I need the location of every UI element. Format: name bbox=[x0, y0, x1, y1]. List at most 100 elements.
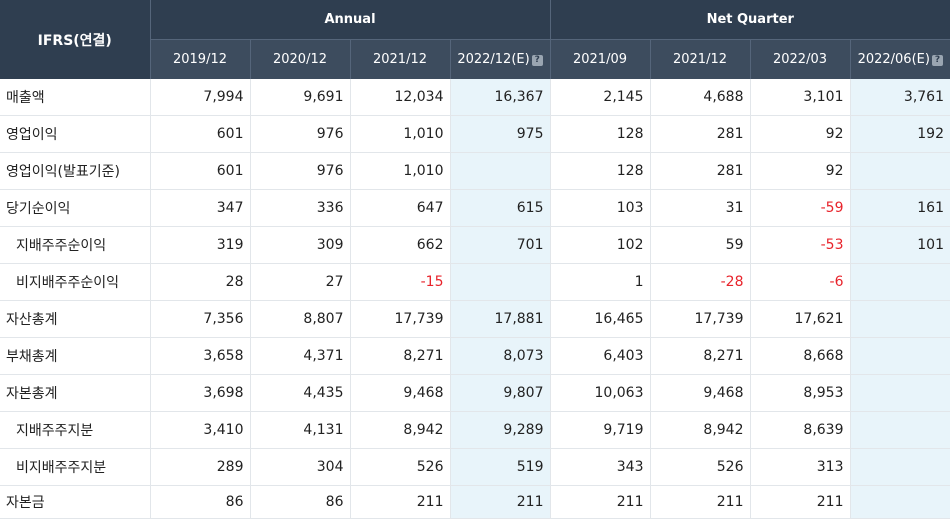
table-cell: 17,881 bbox=[449, 300, 550, 338]
period-label: 2021/12 bbox=[672, 52, 727, 67]
table-cell: 281 bbox=[649, 115, 750, 153]
table-row: 매출액 7,994 9,691 12,034 16,367 2,145 4,688 3,101… bbox=[0, 79, 950, 116]
table-cell bbox=[849, 263, 950, 301]
table-row: 비지배주주지분 289 304 526 519 343 526 313 bbox=[0, 448, 950, 486]
table-cell: 9,468 bbox=[349, 374, 450, 412]
table-cell: 662 bbox=[349, 226, 450, 264]
table-cell: 4,131 bbox=[249, 411, 350, 449]
table-cell: 128 bbox=[549, 115, 650, 153]
table-cell: 8,668 bbox=[749, 337, 850, 375]
table-cell: 9,289 bbox=[449, 411, 550, 449]
table-cell: 211 bbox=[449, 485, 550, 519]
row-label: 자산총계 bbox=[0, 300, 150, 338]
table-cell: 343 bbox=[549, 448, 650, 486]
table-cell: 17,621 bbox=[749, 300, 850, 338]
table-cell: 289 bbox=[149, 448, 250, 486]
table-cell bbox=[849, 448, 950, 486]
table-row: 지배주주지분 3,410 4,131 8,942 9,289 9,719 8,942 8,63… bbox=[0, 411, 950, 449]
table-cell: 701 bbox=[449, 226, 550, 264]
table-cell: 8,942 bbox=[649, 411, 750, 449]
table-cell: 3,658 bbox=[149, 337, 250, 375]
row-label: 영업이익 bbox=[0, 115, 150, 153]
table-cell: 103 bbox=[549, 189, 650, 227]
table-cell: 976 bbox=[249, 152, 350, 190]
table-cell: 526 bbox=[649, 448, 750, 486]
table-cell: 211 bbox=[549, 485, 650, 519]
table-cell: 211 bbox=[749, 485, 850, 519]
table-cell: 8,942 bbox=[349, 411, 450, 449]
row-label: 비지배주주지분 bbox=[0, 448, 150, 486]
table-cell: 10,063 bbox=[549, 374, 650, 412]
table-cell bbox=[449, 152, 550, 190]
period-label: 2022/03 bbox=[772, 52, 827, 67]
table-cell bbox=[849, 411, 950, 449]
table-cell: 313 bbox=[749, 448, 850, 486]
table-cell: 86 bbox=[249, 485, 350, 519]
table-cell: 9,719 bbox=[549, 411, 650, 449]
table-cell: 211 bbox=[349, 485, 450, 519]
table-cell: 7,994 bbox=[149, 79, 250, 116]
period-header-7: 2022/06(E)? bbox=[849, 39, 950, 79]
table-cell: 4,435 bbox=[249, 374, 350, 412]
table-cell: 3,761 bbox=[849, 79, 950, 116]
table-row: 자산총계 7,356 8,807 17,739 17,881 16,465 17,739 17… bbox=[0, 300, 950, 338]
table-cell: 975 bbox=[449, 115, 550, 153]
table-cell: 2,145 bbox=[549, 79, 650, 116]
table-cell: 8,807 bbox=[249, 300, 350, 338]
table-cell: 102 bbox=[549, 226, 650, 264]
table-cell: 336 bbox=[249, 189, 350, 227]
table-cell: 976 bbox=[249, 115, 350, 153]
row-label: 지배주주순이익 bbox=[0, 226, 150, 264]
table-cell: 1,010 bbox=[349, 115, 450, 153]
table-cell: 601 bbox=[149, 115, 250, 153]
period-label: 2021/09 bbox=[572, 52, 627, 67]
table-cell: 16,367 bbox=[449, 79, 550, 116]
table-cell: 526 bbox=[349, 448, 450, 486]
ifrs-header: IFRS(연결) bbox=[0, 0, 150, 79]
row-label: 당기순이익 bbox=[0, 189, 150, 227]
table-cell: 319 bbox=[149, 226, 250, 264]
period-header-6: 2022/03 bbox=[749, 39, 850, 79]
table-cell: 9,468 bbox=[649, 374, 750, 412]
table-cell: 17,739 bbox=[649, 300, 750, 338]
table-cell: 192 bbox=[849, 115, 950, 153]
table-cell: 8,639 bbox=[749, 411, 850, 449]
table-cell: 8,073 bbox=[449, 337, 550, 375]
table-cell: 92 bbox=[749, 115, 850, 153]
period-label: 2022/06(E) bbox=[857, 52, 930, 67]
table-cell: 6,403 bbox=[549, 337, 650, 375]
table-cell: 519 bbox=[449, 448, 550, 486]
table-cell: 4,371 bbox=[249, 337, 350, 375]
info-icon[interactable]: ? bbox=[931, 55, 943, 66]
table-cell: 86 bbox=[149, 485, 250, 519]
table-cell bbox=[849, 374, 950, 412]
table-cell: 601 bbox=[149, 152, 250, 190]
table-cell: 1,010 bbox=[349, 152, 450, 190]
table-row: 부채총계 3,658 4,371 8,271 8,073 6,403 8,271 8,668 bbox=[0, 337, 950, 375]
table-cell: 59 bbox=[649, 226, 750, 264]
period-label: 2020/12 bbox=[272, 52, 327, 67]
table-cell: 12,034 bbox=[349, 79, 450, 116]
table-row: 자본총계 3,698 4,435 9,468 9,807 10,063 9,468 8,953 bbox=[0, 374, 950, 412]
table-cell: 8,271 bbox=[349, 337, 450, 375]
table-cell: -6 bbox=[749, 263, 850, 301]
table-row: 영업이익(발표기준) 601 976 1,010 128 281 92 bbox=[0, 152, 950, 190]
table-cell: -28 bbox=[649, 263, 750, 301]
table-cell: 211 bbox=[649, 485, 750, 519]
row-label: 자본금 bbox=[0, 485, 150, 519]
period-header-5: 2021/12 bbox=[649, 39, 750, 79]
table-cell: -53 bbox=[749, 226, 850, 264]
period-label: 2022/12(E) bbox=[457, 52, 530, 67]
row-label: 매출액 bbox=[0, 79, 150, 116]
table-cell: 3,410 bbox=[149, 411, 250, 449]
net-quarter-header: Net Quarter bbox=[549, 0, 950, 40]
table-cell: 304 bbox=[249, 448, 350, 486]
table-cell: 31 bbox=[649, 189, 750, 227]
table-cell: 161 bbox=[849, 189, 950, 227]
info-icon[interactable]: ? bbox=[531, 55, 543, 66]
table-cell: 647 bbox=[349, 189, 450, 227]
period-header-1: 2020/12 bbox=[249, 39, 350, 79]
table-cell: -59 bbox=[749, 189, 850, 227]
table-cell: 9,691 bbox=[249, 79, 350, 116]
